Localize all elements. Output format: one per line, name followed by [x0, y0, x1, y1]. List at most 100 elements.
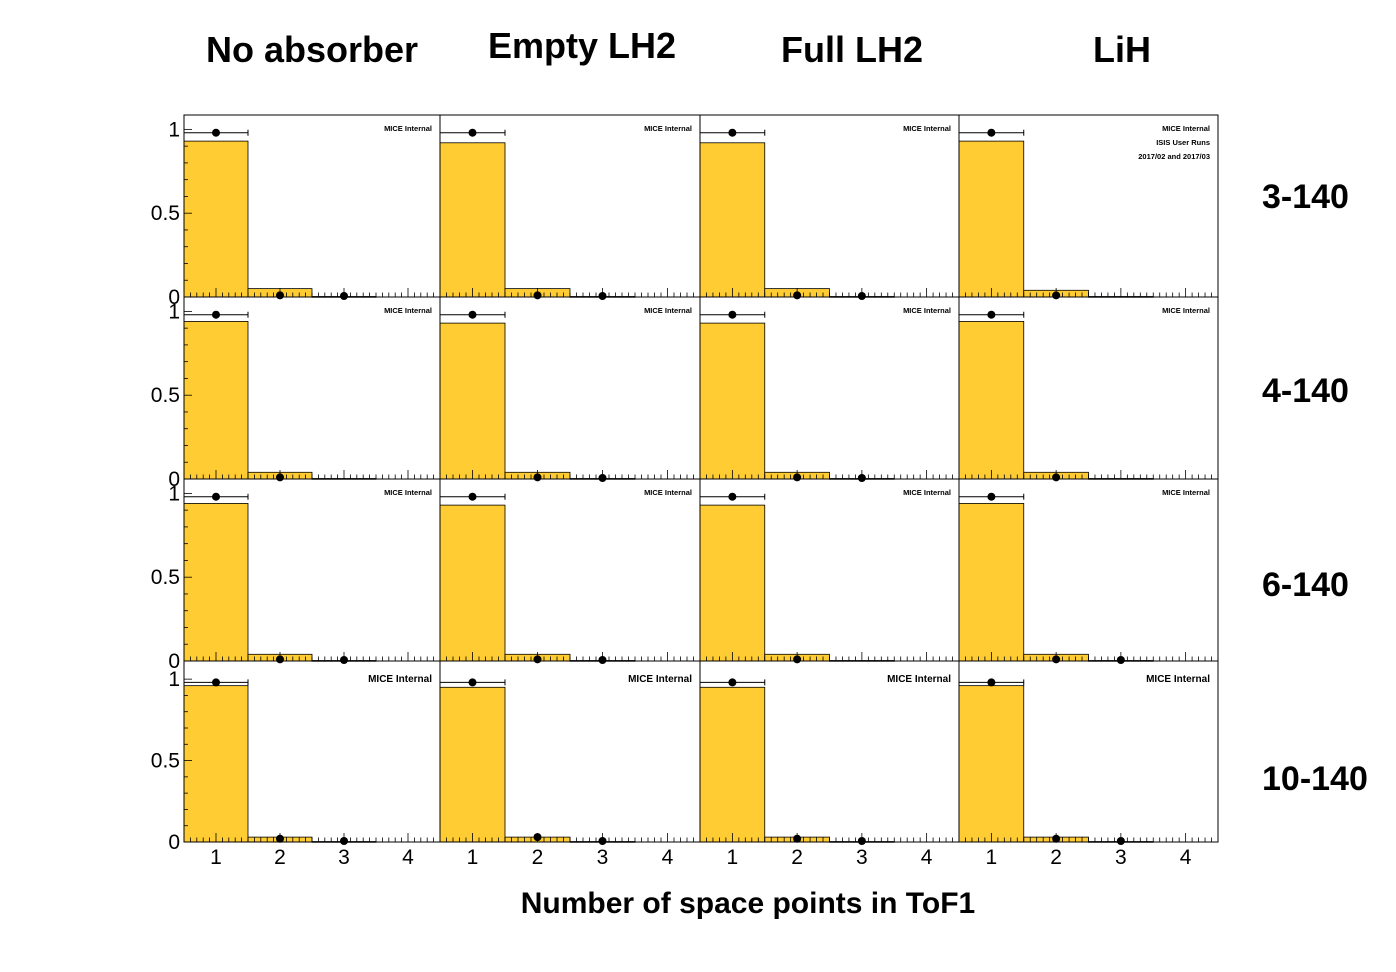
panel-r4-c2: 1 2 3 4 MICE Internal: [439, 660, 701, 869]
watermark-label: MICE Internal: [368, 674, 432, 685]
x-tick-label: 3: [338, 846, 350, 869]
sim-bar-1: [183, 321, 249, 480]
sim-bar-1: [183, 503, 249, 662]
data-point-1: [728, 492, 737, 501]
sim-bar-1: [183, 685, 249, 843]
watermark-label: MICE Internal: [903, 488, 951, 497]
panel-r1-c3: MICE Internal: [699, 114, 960, 300]
column-title-lih: LiH: [1093, 29, 1151, 70]
panel-r1-c2: MICE Internal: [439, 114, 701, 300]
x-tick-label: 4: [921, 846, 933, 869]
x-tick-label: 4: [662, 846, 674, 869]
watermark-extra-line: ISIS User Runs: [1156, 138, 1210, 147]
watermark-label: MICE Internal: [628, 674, 692, 685]
y-tick-label: 1: [168, 118, 180, 141]
panel-r2-c3: MICE Internal: [699, 296, 960, 482]
data-point-1: [212, 492, 220, 501]
data-point-1: [987, 310, 996, 319]
watermark-label: MICE Internal: [1162, 306, 1210, 315]
y-tick-label: 1: [168, 482, 180, 505]
data-point-1: [212, 678, 220, 687]
sim-bar-1: [439, 142, 506, 298]
watermark-extra-line: 2017/02 and 2017/03: [1138, 152, 1210, 161]
sim-bar-1: [699, 142, 766, 298]
watermark-label: MICE Internal: [384, 124, 432, 133]
sim-bar-1: [958, 685, 1025, 843]
watermark-label: MICE Internal: [903, 306, 951, 315]
column-title-empty-lh2: Empty LH2: [488, 25, 676, 66]
data-point-1: [468, 492, 477, 501]
panel-r3-c3: MICE Internal: [699, 478, 960, 664]
panel-r1-c1: 0 0.5 1 MICE Internal: [151, 114, 441, 309]
sim-bar-1: [958, 140, 1025, 298]
x-tick-label: 3: [597, 846, 609, 869]
sim-bar-1: [439, 322, 506, 480]
data-point-1: [468, 310, 477, 319]
watermark-label: MICE Internal: [644, 488, 692, 497]
x-tick-label: 2: [532, 846, 544, 869]
data-point-1: [468, 128, 477, 137]
panel-r3-c2: MICE Internal: [439, 478, 701, 664]
watermark-label: MICE Internal: [1162, 488, 1210, 497]
x-tick-label: 4: [1180, 846, 1192, 869]
row-labels: 3-140 4-140 6-140 10-140: [1262, 178, 1368, 798]
y-tick-label: 0: [168, 286, 180, 309]
column-title-full-lh2: Full LH2: [781, 29, 923, 70]
sim-bar-1: [439, 504, 506, 662]
sim-bar-1: [958, 321, 1025, 480]
panel-r4-c3: 1 2 3 4 MICE Internal: [699, 660, 960, 869]
panel-r4-c1: 0 0.5 1 1 2 3 4 MICE Internal: [151, 660, 441, 869]
panel-r2-c1: 0 0.5 1 MICE Internal: [151, 296, 441, 491]
row-label-3-140: 3-140: [1262, 178, 1349, 216]
x-tick-label: 3: [1115, 846, 1127, 869]
data-point-1: [212, 128, 220, 137]
sim-bar-1: [699, 686, 766, 843]
x-tick-label: 1: [986, 846, 998, 869]
data-point-1: [987, 128, 996, 137]
y-tick-label: 0.5: [151, 202, 180, 225]
watermark-label: MICE Internal: [1162, 124, 1210, 133]
sim-bar-1: [699, 504, 766, 662]
x-tick-label: 2: [274, 846, 286, 869]
x-axis-label: Number of space points in ToF1: [521, 887, 975, 920]
data-point-1: [728, 310, 737, 319]
panel-r2-c4: MICE Internal: [958, 296, 1219, 482]
y-tick-label: 0.5: [151, 750, 180, 773]
x-tick-label: 2: [1050, 846, 1062, 869]
panel-r3-c4: MICE Internal: [958, 478, 1219, 664]
x-tick-label: 1: [727, 846, 739, 869]
watermark-label: MICE Internal: [384, 306, 432, 315]
x-tick-label: 1: [467, 846, 479, 869]
watermark-label: MICE Internal: [644, 306, 692, 315]
panel-r1-c4: MICE Internal ISIS User Runs 2017/02 and 2…: [958, 114, 1219, 300]
y-tick-label: 0.5: [151, 384, 180, 407]
data-point-1: [468, 678, 477, 687]
x-tick-label: 1: [210, 846, 222, 869]
row-label-6-140: 6-140: [1262, 566, 1349, 604]
sim-bar-1: [699, 322, 766, 480]
data-point-1: [987, 492, 996, 501]
x-tick-label: 4: [402, 846, 414, 869]
sim-bar-1: [183, 140, 249, 298]
data-point-1: [212, 310, 220, 319]
watermark-label: MICE Internal: [903, 124, 951, 133]
watermark-label: MICE Internal: [887, 674, 951, 685]
column-titles: No absorber Empty LH2 Full LH2 LiH: [206, 25, 1151, 70]
row-label-10-140: 10-140: [1262, 760, 1368, 798]
y-tick-label: 0.5: [151, 566, 180, 589]
y-tick-label: 0: [168, 650, 180, 673]
sim-bar-1: [958, 503, 1025, 662]
row-label-4-140: 4-140: [1262, 372, 1349, 410]
y-tick-label: 1: [168, 668, 180, 691]
panel-grid: 00.51 MICE Internal MICE Internal MICE Inte…: [151, 114, 1219, 869]
panel-r2-c2: MICE Internal: [439, 296, 701, 482]
data-point-1: [728, 128, 737, 137]
y-tick-label: 1: [168, 300, 180, 323]
x-tick-label: 3: [856, 846, 868, 869]
data-point-1: [987, 678, 996, 687]
sim-bar-1: [439, 686, 506, 843]
watermark-label: MICE Internal: [644, 124, 692, 133]
panel-r3-c1: 0 0.5 1 MICE Internal: [151, 478, 441, 673]
x-tick-label: 2: [791, 846, 803, 869]
column-title-no-absorber: No absorber: [206, 29, 418, 70]
